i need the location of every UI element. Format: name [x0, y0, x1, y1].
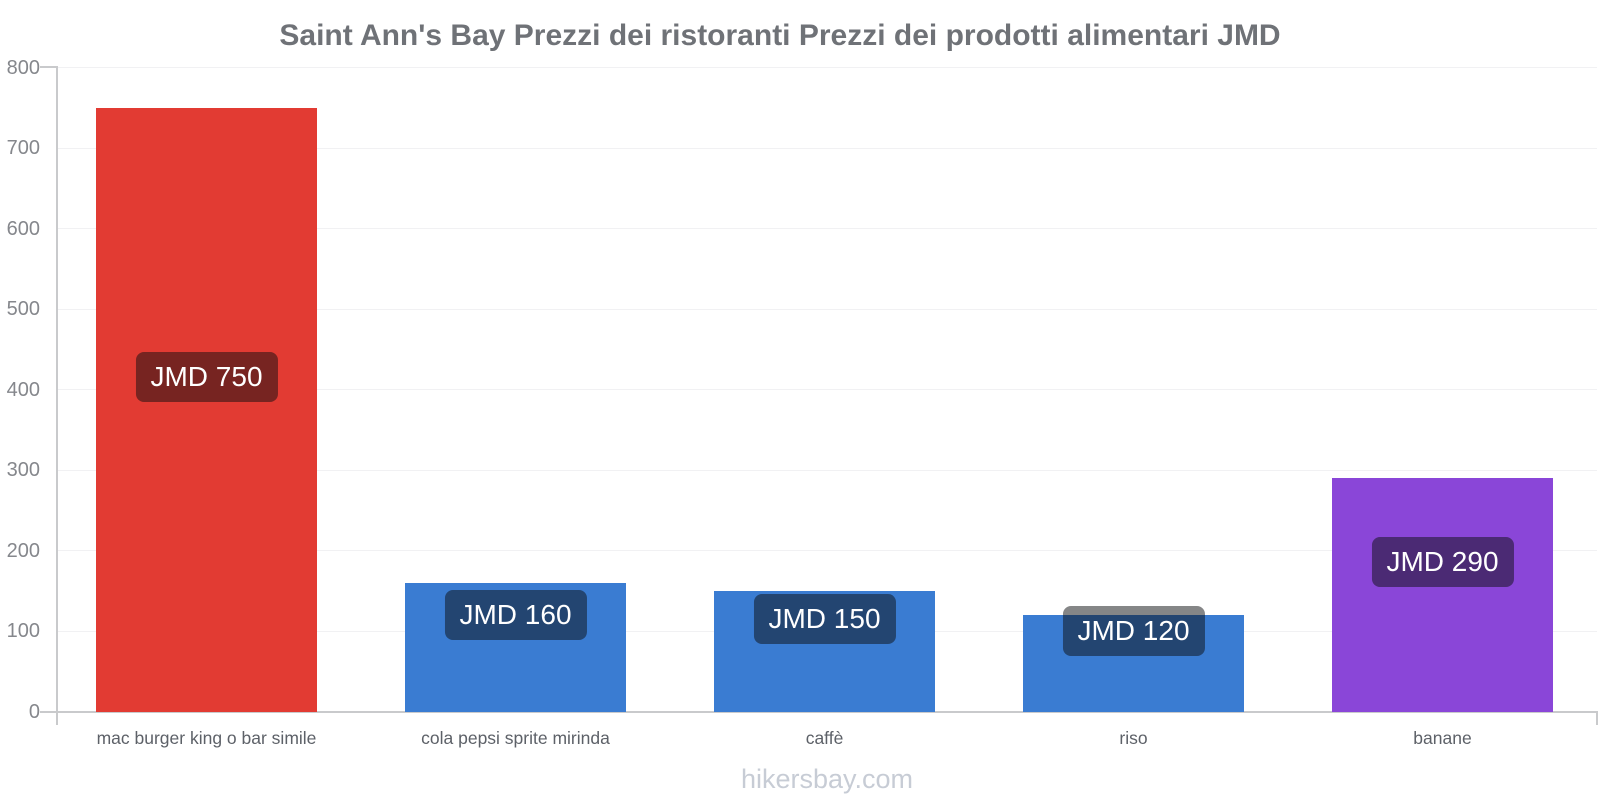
category-label-caffe: caffè — [805, 728, 844, 748]
value-label-mac-burger-king-o-bar-simile: JMD 750 — [135, 351, 278, 402]
y-axis-tick-label-700: 700 — [6, 137, 40, 160]
y-axis-cap-top — [40, 66, 57, 68]
x-axis-cap-right — [1596, 711, 1598, 725]
y-axis-tick-label-400: 400 — [6, 378, 40, 401]
value-label-caffe: JMD 150 — [753, 593, 896, 644]
gridline-y-600 — [57, 228, 1597, 230]
x-axis-line — [57, 711, 1598, 713]
x-axis-cap-left — [56, 711, 58, 725]
gridline-y-700 — [57, 147, 1597, 149]
y-axis-tick-label-300: 300 — [6, 459, 40, 482]
chart-title: Saint Ann's Bay Prezzi dei ristoranti Pr… — [279, 19, 1281, 52]
y-axis-tick-label-500: 500 — [6, 298, 40, 321]
y-axis-line — [56, 66, 58, 714]
gridline-y-500 — [57, 308, 1597, 310]
category-label-cola-pepsi-sprite-mirinda: cola pepsi sprite mirinda — [421, 728, 610, 748]
category-label-mac-burger-king-o-bar-simile: mac burger king o bar simile — [96, 728, 317, 748]
y-axis-tick-label-600: 600 — [6, 217, 40, 240]
watermark-hikersbay: hikersbay.com — [740, 764, 914, 794]
y-axis-tick-label-100: 100 — [6, 620, 40, 643]
gridline-y-200 — [57, 550, 1597, 552]
bar-banane — [1332, 478, 1553, 712]
y-axis-tick-label-200: 200 — [6, 539, 40, 562]
category-label-riso: riso — [1119, 728, 1148, 748]
gridline-y-300 — [57, 469, 1597, 471]
value-label-banane: JMD 290 — [1371, 537, 1514, 588]
category-label-banane: banane — [1413, 728, 1472, 748]
gridline-y-800 — [57, 67, 1597, 68]
value-label-riso: JMD 120 — [1062, 605, 1205, 656]
gridline-y-400 — [57, 389, 1597, 391]
y-axis-tick-label-800: 800 — [6, 56, 40, 79]
bar-mac-burger-king-o-bar-simile — [96, 107, 317, 712]
value-label-cola-pepsi-sprite-mirinda: JMD 160 — [444, 589, 587, 640]
y-axis-tick-label-0: 0 — [28, 701, 40, 723]
y-axis-cap-bottom — [40, 711, 57, 713]
